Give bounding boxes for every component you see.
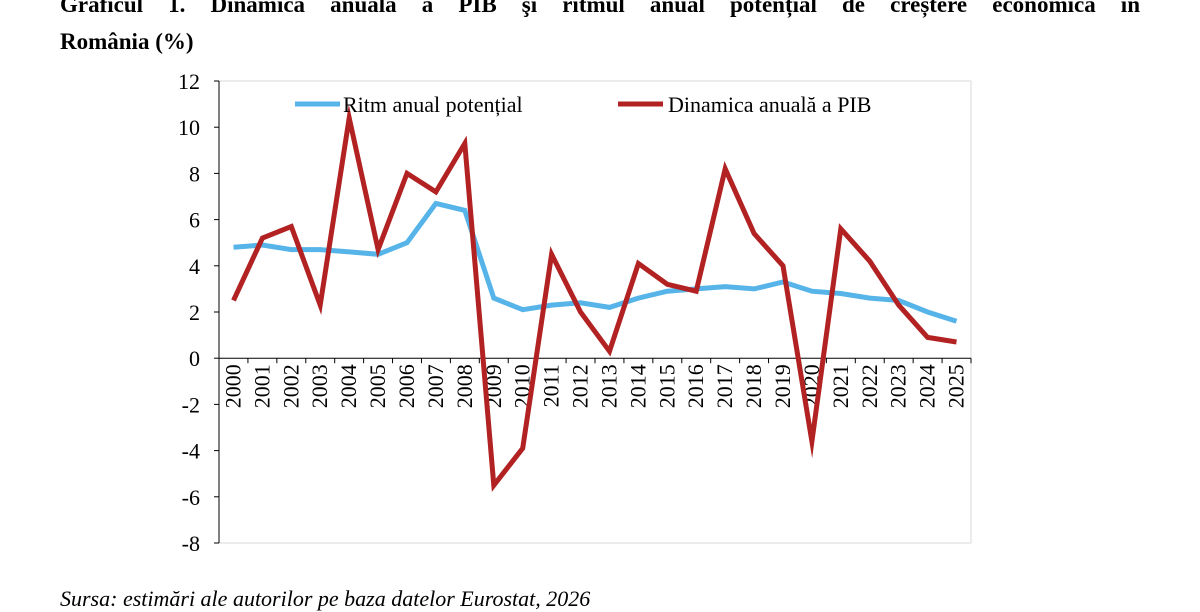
data-point <box>288 247 294 253</box>
data-point <box>867 295 873 301</box>
source-note: Sursa: estimări ale autorilor pe baza da… <box>60 586 591 611</box>
legend: Ritm anual potențial Dinamica anuală a PI… <box>295 92 871 117</box>
chart-title: Graficul 1. Dinamica anuală a PIB şi rit… <box>60 0 1140 60</box>
y-tick-label: 0 <box>189 346 200 371</box>
x-tick-label: 2023 <box>886 364 911 408</box>
x-tick-label: 2024 <box>915 364 940 408</box>
data-point <box>491 295 497 301</box>
y-tick-label: -4 <box>182 439 200 464</box>
data-point <box>722 166 728 172</box>
y-tick-label: 4 <box>189 254 200 279</box>
y-tick-label: -8 <box>182 531 200 556</box>
series-line <box>231 104 957 492</box>
y-tick-label: 6 <box>189 208 200 233</box>
plot-area <box>218 80 972 544</box>
data-point <box>780 263 786 269</box>
data-point <box>606 348 612 354</box>
data-point <box>664 288 670 294</box>
legend-item: Dinamica anuală a PIB <box>618 92 871 117</box>
data-point <box>578 309 584 315</box>
data-point <box>896 302 902 308</box>
x-axis: 2000 2001 2002 2003 2004 2005 2006 2007 2008 2009… <box>218 357 972 408</box>
data-point <box>549 302 555 308</box>
data-point <box>520 445 526 451</box>
chart-title-line-2: România (%) <box>60 29 194 54</box>
x-tick-label: 2025 <box>944 364 969 408</box>
data-point <box>317 302 323 308</box>
x-tick-label: 2016 <box>683 364 708 408</box>
data-point <box>375 247 381 253</box>
y-tick-label: -2 <box>182 392 200 417</box>
x-tick-label: 2018 <box>741 364 766 408</box>
data-point <box>838 291 844 297</box>
legend-label: Dinamica anuală a PIB <box>668 92 871 117</box>
data-point <box>230 297 236 303</box>
data-point <box>433 189 439 195</box>
x-tick-label: 2006 <box>394 364 419 408</box>
data-point <box>693 288 699 294</box>
data-point <box>462 140 468 146</box>
x-tick-label: 2013 <box>596 364 621 408</box>
data-point <box>433 200 439 206</box>
data-point <box>288 224 294 230</box>
x-tick-label: 2017 <box>712 364 737 408</box>
data-point <box>954 339 960 345</box>
y-tick-label: 10 <box>178 115 200 140</box>
data-point <box>520 307 526 313</box>
x-tick-label: 2003 <box>307 364 332 408</box>
data-point <box>230 244 236 250</box>
data-point <box>751 230 757 236</box>
series-line <box>233 200 958 324</box>
data-point <box>809 288 815 294</box>
x-tick-label: 2008 <box>452 364 477 408</box>
x-tick-label: 2019 <box>770 364 795 408</box>
data-point <box>491 482 497 488</box>
data-point <box>404 240 410 246</box>
series-layer <box>230 104 960 492</box>
data-point <box>635 295 641 301</box>
data-point <box>954 318 960 324</box>
data-point <box>838 226 844 232</box>
data-point <box>867 258 873 264</box>
x-tick-label: 2000 <box>220 364 245 408</box>
x-tick-label: 2014 <box>625 364 650 408</box>
x-tick-label: 2005 <box>365 364 390 408</box>
y-tick-label: -6 <box>182 485 200 510</box>
legend-item: Ritm anual potențial <box>295 92 523 117</box>
data-point <box>751 286 757 292</box>
x-tick-label: 2004 <box>336 364 361 408</box>
data-point <box>259 235 265 241</box>
x-tick-label: 2001 <box>249 364 274 408</box>
data-point <box>925 309 931 315</box>
x-tick-label: 2011 <box>539 364 564 407</box>
plot-frame <box>218 80 972 544</box>
data-point <box>606 304 612 310</box>
data-point <box>722 284 728 290</box>
data-point <box>549 251 555 257</box>
x-tick-label: 2022 <box>857 364 882 408</box>
y-tick-label: 12 <box>178 69 200 94</box>
chart-title-line-1: Graficul 1. Dinamica anuală a PIB şi rit… <box>60 0 1140 17</box>
data-point <box>635 260 641 266</box>
data-point <box>925 334 931 340</box>
legend-label: Ritm anual potențial <box>343 92 523 117</box>
x-tick-label: 2021 <box>828 364 853 408</box>
data-point <box>404 170 410 176</box>
data-point <box>317 247 323 253</box>
x-tick-label: 2007 <box>423 364 448 408</box>
x-tick-label: 2002 <box>278 364 303 408</box>
y-axis: 12 10 8 6 4 2 0 -2 -4 -6 -8 <box>178 69 220 556</box>
data-point <box>462 207 468 213</box>
y-tick-label: 8 <box>189 161 200 186</box>
x-tick-label: 2012 <box>568 364 593 408</box>
y-tick-label: 2 <box>189 300 200 325</box>
data-point <box>664 281 670 287</box>
series-gdp <box>230 104 960 492</box>
data-point <box>809 438 815 444</box>
series-potential <box>230 200 960 324</box>
data-point <box>346 249 352 255</box>
x-tick-label: 2015 <box>654 364 679 408</box>
